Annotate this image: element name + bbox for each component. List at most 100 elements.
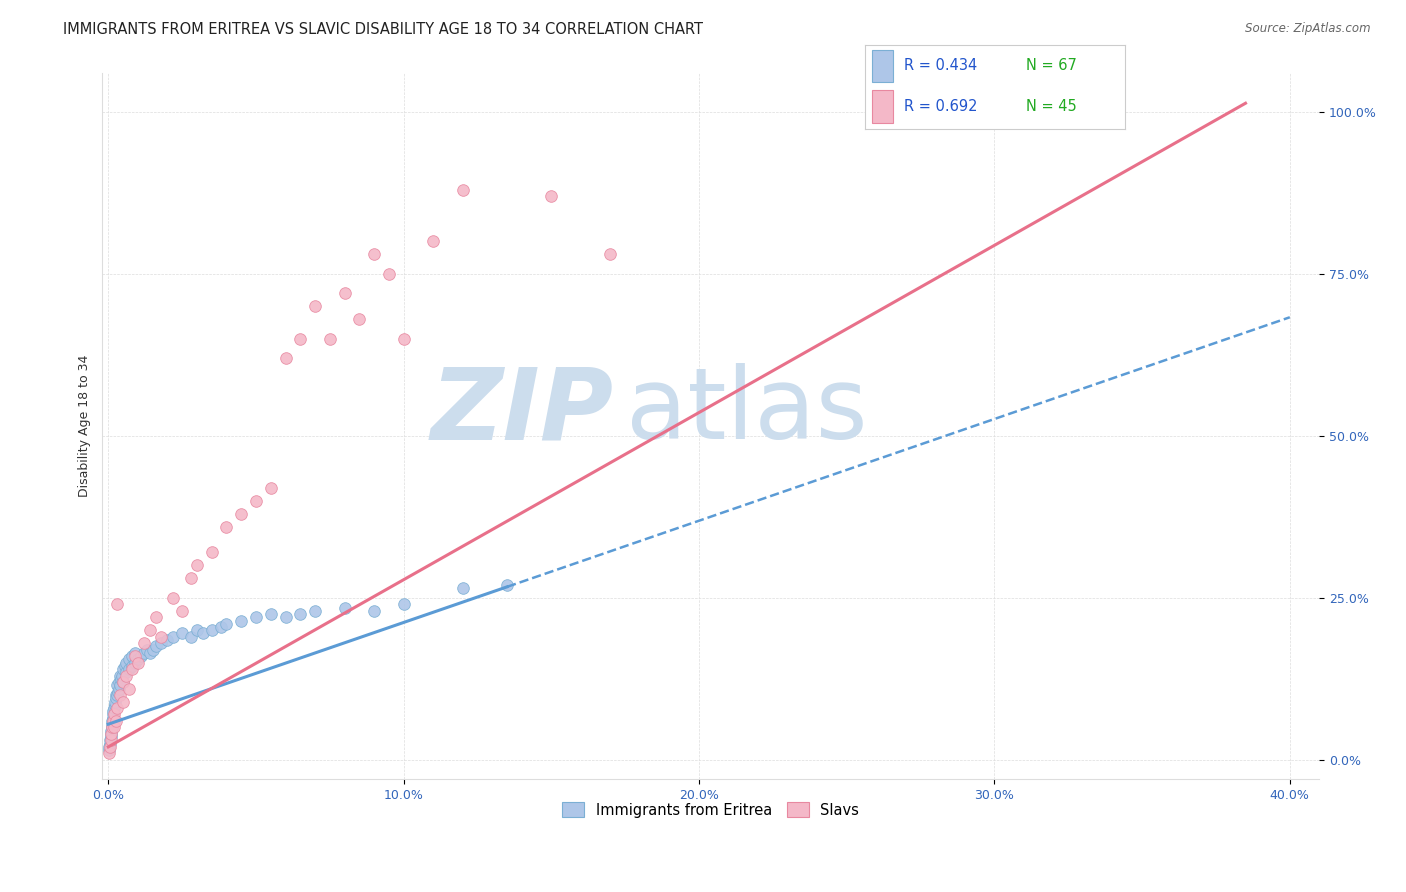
Point xyxy=(97,747,120,761)
Point xyxy=(138,646,160,660)
Point xyxy=(118,662,141,676)
Point xyxy=(103,720,125,734)
Point xyxy=(108,678,131,692)
Point xyxy=(124,646,146,660)
Point xyxy=(349,312,371,326)
Point xyxy=(186,558,208,573)
Point xyxy=(124,656,146,670)
Point xyxy=(333,600,356,615)
Point xyxy=(215,519,238,533)
Point xyxy=(108,668,131,682)
Point xyxy=(201,545,224,559)
Point xyxy=(112,662,135,676)
Point xyxy=(186,624,208,638)
Point xyxy=(496,578,519,592)
Point xyxy=(180,630,202,644)
Text: R = 0.434: R = 0.434 xyxy=(904,58,977,73)
Point xyxy=(124,649,146,664)
Point xyxy=(333,286,356,301)
Point xyxy=(114,658,136,673)
Point xyxy=(162,591,184,605)
Point xyxy=(101,717,124,731)
Point xyxy=(127,656,149,670)
Point xyxy=(260,607,283,621)
Point xyxy=(274,610,297,624)
Point xyxy=(105,701,128,715)
Point xyxy=(274,351,297,365)
Point xyxy=(304,299,326,313)
Point xyxy=(132,636,155,650)
Point xyxy=(118,681,141,696)
Point xyxy=(422,235,444,249)
Point xyxy=(363,247,385,261)
Point xyxy=(100,727,122,741)
Point xyxy=(101,707,124,722)
Point xyxy=(115,668,138,682)
Point xyxy=(103,704,125,718)
Point xyxy=(121,662,143,676)
Point xyxy=(150,636,173,650)
Point xyxy=(180,571,202,585)
Point xyxy=(101,720,124,734)
Point xyxy=(110,672,132,686)
Point xyxy=(290,607,312,621)
Bar xyxy=(873,90,893,122)
Point xyxy=(451,183,474,197)
Point xyxy=(172,604,194,618)
Point xyxy=(98,733,121,747)
Point xyxy=(105,691,128,706)
Point xyxy=(105,678,128,692)
Text: atlas: atlas xyxy=(626,364,868,460)
Point xyxy=(201,624,224,638)
Point xyxy=(135,642,157,657)
Point xyxy=(112,694,135,708)
Point xyxy=(107,681,129,696)
Text: IMMIGRANTS FROM ERITREA VS SLAVIC DISABILITY AGE 18 TO 34 CORRELATION CHART: IMMIGRANTS FROM ERITREA VS SLAVIC DISABI… xyxy=(63,22,703,37)
Point xyxy=(132,646,155,660)
Point xyxy=(215,616,238,631)
Point xyxy=(138,624,160,638)
Text: Source: ZipAtlas.com: Source: ZipAtlas.com xyxy=(1246,22,1371,36)
Point xyxy=(108,688,131,702)
Y-axis label: Disability Age 18 to 34: Disability Age 18 to 34 xyxy=(79,355,91,498)
Point xyxy=(100,727,122,741)
Point xyxy=(118,652,141,666)
Point xyxy=(101,714,124,728)
Point xyxy=(129,649,152,664)
Point xyxy=(451,581,474,595)
Point xyxy=(231,507,253,521)
Point xyxy=(108,675,131,690)
Point xyxy=(104,698,127,712)
Point xyxy=(156,632,179,647)
Point xyxy=(103,714,125,728)
Point xyxy=(319,332,342,346)
Legend: Immigrants from Eritrea, Slavs: Immigrants from Eritrea, Slavs xyxy=(555,795,866,825)
Text: N = 67: N = 67 xyxy=(1026,58,1077,73)
Point xyxy=(101,711,124,725)
Point xyxy=(110,668,132,682)
Point xyxy=(304,604,326,618)
Point xyxy=(121,649,143,664)
Point xyxy=(142,642,165,657)
Point xyxy=(540,189,562,203)
Point xyxy=(103,707,125,722)
Point xyxy=(101,720,124,734)
Point xyxy=(150,630,173,644)
Point xyxy=(145,640,167,654)
Point xyxy=(162,630,184,644)
Point xyxy=(378,267,401,281)
Point xyxy=(245,493,267,508)
Point xyxy=(103,701,125,715)
Bar xyxy=(873,50,893,82)
Point xyxy=(115,656,138,670)
Point xyxy=(97,743,120,757)
Point xyxy=(290,332,312,346)
Point xyxy=(599,247,621,261)
Point xyxy=(104,694,127,708)
Text: R = 0.692: R = 0.692 xyxy=(904,99,977,114)
Text: N = 45: N = 45 xyxy=(1026,99,1077,114)
Point xyxy=(105,597,128,611)
Point xyxy=(112,675,135,690)
Point xyxy=(112,675,135,690)
Point xyxy=(101,714,124,728)
